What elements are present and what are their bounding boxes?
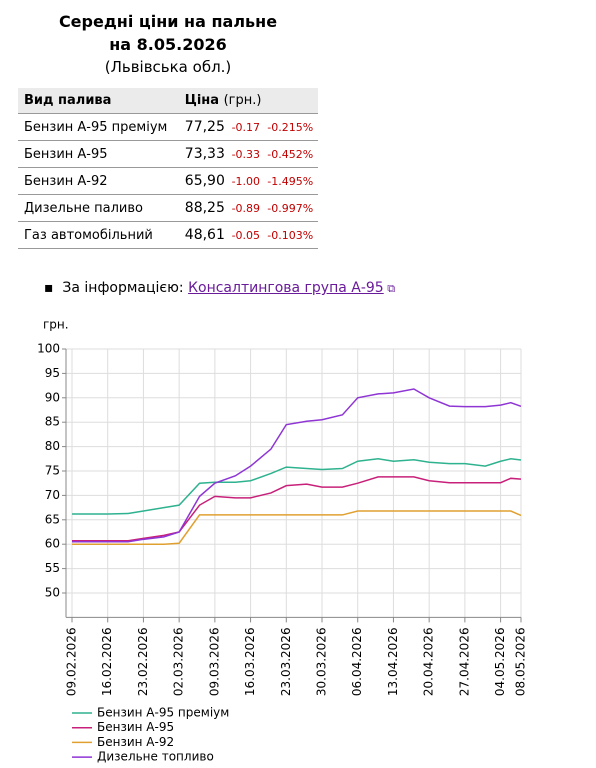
y-tick-label: 50	[45, 586, 60, 600]
x-tick-label: 30.03.2026	[315, 627, 329, 696]
x-tick-label: 23.02.2026	[136, 627, 150, 696]
x-tick-label: 09.02.2026	[65, 627, 79, 696]
x-tick-label: 08.05.2026	[514, 627, 528, 696]
table-cell: -0.215%	[264, 113, 318, 141]
x-tick-label: 13.04.2026	[386, 627, 400, 696]
x-tick-label: 04.05.2026	[493, 627, 507, 696]
y-tick-label: 80	[45, 439, 60, 453]
source: ▪ За інформацією: Консалтингова група А-…	[44, 280, 396, 296]
y-tick-label: 85	[45, 415, 60, 429]
table-cell: Бензин А-95 преміум	[18, 113, 179, 141]
y-tick-label: 100	[37, 342, 60, 356]
x-tick-label: 23.03.2026	[279, 627, 293, 696]
table-row: Газ автомобільний 48,61 -0.05 -0.103%	[18, 221, 318, 249]
series-line	[72, 458, 522, 515]
legend-label: Дизельне топливо	[97, 750, 214, 764]
header-cell: Вид палива	[18, 88, 179, 114]
price-table: Вид палива Ціна (грн.) Бензин А-95 премі…	[18, 88, 318, 249]
x-tick-label: 06.04.2026	[350, 627, 364, 696]
source-label: За інформацією:	[62, 280, 184, 296]
title: Середні ціни на пальне	[58, 12, 278, 31]
table-cell: Бензин А-95	[18, 140, 179, 168]
region: (Львівська обл.)	[104, 58, 232, 76]
table-cell: -0.33	[228, 140, 265, 168]
y-tick-label: 55	[45, 561, 60, 575]
series-line	[72, 388, 522, 543]
table-cell: -0.103%	[264, 221, 318, 249]
legend-label: Бензин А-95	[97, 720, 174, 734]
table-cell: Дизельне паливо	[18, 194, 179, 222]
y-tick-label: 60	[45, 537, 60, 551]
table-cell: -0.05	[228, 221, 265, 249]
table-cell: 77,25	[178, 113, 229, 141]
table-row: Бензин А-92 65,90 -1.00 -1.495%	[18, 167, 318, 195]
x-tick-label: 16.03.2026	[243, 627, 257, 696]
series-line	[72, 476, 522, 542]
table-row: Бензин А-95 73,33 -0.33 -0.452%	[18, 140, 318, 168]
y-tick-label: 70	[45, 488, 60, 502]
table-cell: -0.17	[228, 113, 265, 141]
y-tick-label: 90	[45, 390, 60, 404]
legend-label: Бензин А-95 преміум	[97, 706, 229, 720]
header-unit: (грн.)	[223, 93, 262, 108]
x-tick-label: 09.03.2026	[207, 627, 221, 696]
table-cell: -1.495%	[264, 167, 318, 195]
table-cell: 88,25	[178, 194, 229, 222]
table-cell: -0.89	[228, 194, 265, 222]
table-cell: 65,90	[178, 167, 229, 195]
table-cell: -0.997%	[264, 194, 318, 222]
table-cell: -0.452%	[264, 140, 318, 168]
y-tick-label: 95	[45, 366, 60, 380]
series-line	[72, 510, 522, 545]
date: на 8.05.2026	[109, 35, 227, 54]
table-row: Дизельне паливо 88,25 -0.89 -0.997%	[18, 194, 318, 222]
table-cell: -1.00	[228, 167, 265, 195]
table-body: Бензин А-95 преміум 77,25 -0.17 -0.215% Бенз…	[18, 113, 318, 249]
header-cell: Ціна (грн.)	[178, 88, 318, 114]
x-tick-label: 20.04.2026	[422, 627, 436, 696]
y-tick-label: 65	[45, 512, 60, 526]
table-cell: 73,33	[178, 140, 229, 168]
y-tick-label: 75	[45, 464, 60, 478]
header-text: Ціна	[184, 93, 220, 108]
y-axis-label: грн.	[43, 318, 69, 332]
table-cell: Газ автомобільний	[18, 221, 179, 249]
table-row: Бензин А-95 преміум 77,25 -0.17 -0.215%	[18, 113, 318, 141]
x-tick-label: 16.02.2026	[100, 627, 114, 696]
source-link[interactable]: Консалтингова група А-95	[188, 280, 384, 296]
legend-label: Бензин А-92	[97, 735, 174, 749]
table-cell: 48,61	[178, 221, 229, 249]
x-tick-label: 27.04.2026	[457, 627, 471, 696]
x-tick-label: 02.03.2026	[172, 627, 186, 696]
table-cell: Бензин А-92	[18, 167, 179, 195]
